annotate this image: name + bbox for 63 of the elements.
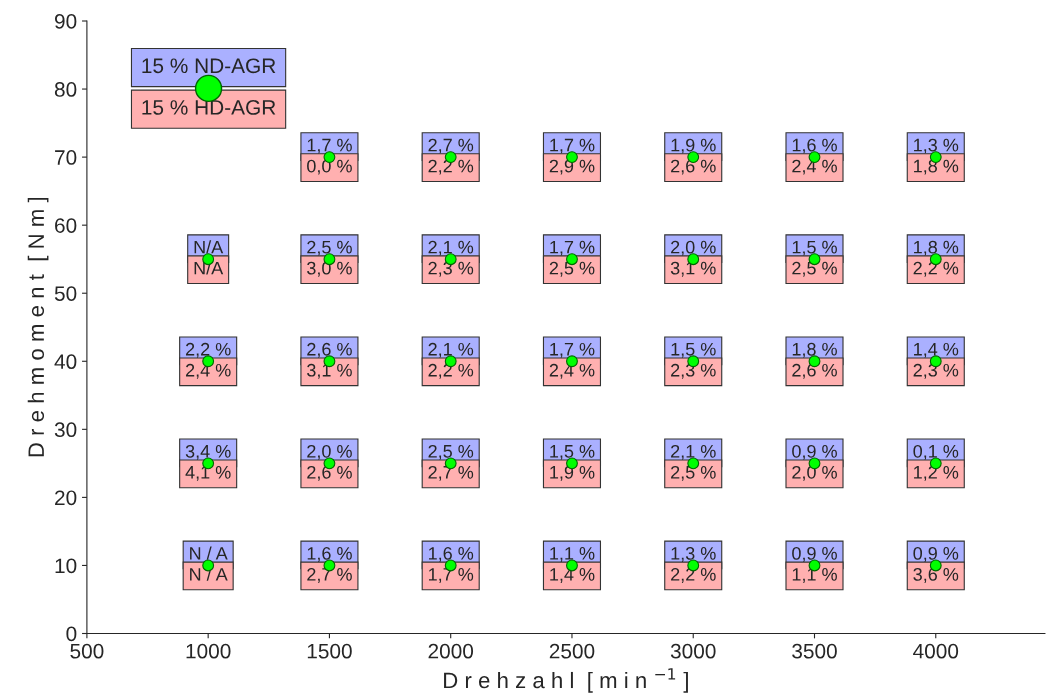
annotation: 2,1 % <box>428 342 474 358</box>
annotation: 1,6 % <box>428 547 474 562</box>
annotation: 1,5 % <box>671 342 716 358</box>
x-tick-label: 1000 <box>186 643 231 659</box>
annotation: 1,5 % <box>792 240 837 256</box>
annotation: 2,1 % <box>671 444 716 460</box>
x-axis-title: D r e h z a h l [ m i n $^{−1}$ ] <box>444 668 688 693</box>
annotation: 15 % HD-AGR <box>142 100 276 115</box>
annotation: 2,1 % <box>428 240 474 256</box>
annotation: 2,0 % <box>671 240 716 256</box>
annotation: 1,7 % <box>550 138 595 154</box>
annotation: 1,3 % <box>671 547 716 562</box>
x-tick-label: 4000 <box>913 643 959 659</box>
annotation: 0,9 % <box>792 547 837 562</box>
y-tick-label: 10 <box>55 558 77 574</box>
annotation: N/A <box>194 240 224 254</box>
annotation: 15 % ND-AGR <box>142 58 276 74</box>
annotation: 1,5 % <box>550 445 595 460</box>
annotation: 2,6 % <box>307 342 352 358</box>
x-tick-label: 3000 <box>670 643 716 659</box>
point <box>202 559 215 572</box>
annotation: 2,7 % <box>428 138 474 154</box>
x-tick-label: 1500 <box>307 643 352 659</box>
y-tick-label: 40 <box>54 354 77 370</box>
y-tick-label: 0 <box>66 626 77 642</box>
annotation: 1,1 % <box>792 568 837 583</box>
annotation: 1,3 % <box>914 138 959 154</box>
y-tick-label: 30 <box>54 422 77 438</box>
y-tick-label: 50 <box>54 286 77 301</box>
annotation: 3,4 % <box>185 444 231 460</box>
annotation: 1,4 % <box>914 342 959 358</box>
x-tick-label: 2000 <box>428 643 474 659</box>
x-tick-label: 2500 <box>549 643 595 659</box>
annotation: N/A <box>194 261 224 275</box>
annotation: 4,1 % <box>185 466 231 481</box>
annotation: 2,2 % <box>185 342 231 358</box>
annotation: 1,9 % <box>671 138 716 154</box>
annotation: 3,1 % <box>670 261 716 277</box>
y-tick-label: 20 <box>55 490 77 506</box>
annotation: 0,9 % <box>792 444 837 460</box>
annotation: 2,0 % <box>792 465 837 481</box>
annotation: 1,7 % <box>307 138 352 154</box>
annotation: 1,6 % <box>792 138 837 154</box>
annotation: 2,5 % <box>307 240 352 256</box>
annotation: N / A <box>190 546 228 560</box>
annotation: 0,9 % <box>913 547 959 562</box>
annotation: 1,1 % <box>550 547 595 562</box>
annotation: 2,5 % <box>428 444 474 460</box>
y-tick-label: 90 <box>54 14 77 29</box>
y-tick-label: 70 <box>55 150 77 165</box>
annotation: 3,1 % <box>307 363 352 379</box>
annotation: 1,6 % <box>307 547 352 562</box>
x-tick-label: 3500 <box>792 643 837 659</box>
annotation: 1,8 % <box>914 240 959 256</box>
annotation: 0,1 % <box>913 444 959 460</box>
annotation: 1,8 % <box>792 342 837 358</box>
x-tick-label: 500 <box>70 643 104 659</box>
y-axis-title: D r e h m o m e n t [ N m ] <box>27 197 49 457</box>
annotation: 1,7 % <box>550 342 595 358</box>
annotation: 1,7 % <box>550 240 595 256</box>
annotation: 2,0 % <box>307 444 352 460</box>
y-tick-label: 80 <box>54 82 77 97</box>
y-tick-label: 60 <box>55 218 77 233</box>
